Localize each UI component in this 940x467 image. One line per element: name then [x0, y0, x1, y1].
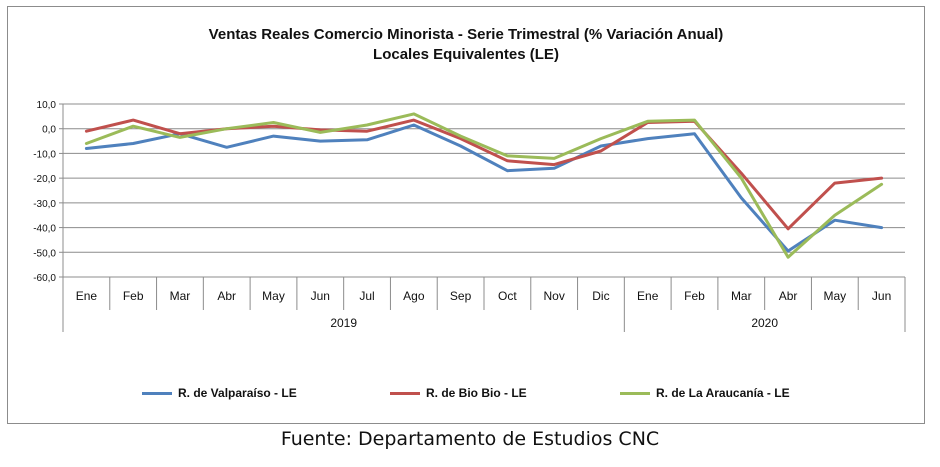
x-tick-label: Abr	[779, 289, 798, 303]
legend-label: R. de La Araucanía - LE	[656, 386, 790, 400]
year-label: 2019	[330, 316, 357, 330]
y-tick-label: -10,0	[33, 149, 56, 160]
x-tick-label: Sep	[450, 289, 472, 303]
x-tick-label: Jun	[311, 289, 330, 303]
y-tick-label: -50,0	[33, 248, 56, 259]
y-tick-label: 0,0	[42, 125, 56, 136]
x-tick-label: Ago	[403, 289, 425, 303]
legend-swatch	[142, 391, 172, 395]
x-tick-label: May	[823, 289, 846, 303]
legend-label: R. de Bio Bio - LE	[426, 386, 527, 400]
grid-layer	[63, 103, 905, 278]
chart-frame: Ventas Reales Comercio Minorista - Serie…	[7, 6, 925, 424]
chart-title-line1: Ventas Reales Comercio Minorista - Serie…	[208, 26, 724, 43]
x-tick-label: Dic	[592, 289, 609, 303]
chart-subtitle: Locales Equivalentes (LE)	[373, 46, 559, 63]
series-line-3	[84, 112, 884, 259]
year-label: 2020	[751, 316, 778, 330]
x-tick-label: Feb	[123, 289, 144, 303]
x-tick-label: Ene	[637, 289, 659, 303]
x-tick-label: Mar	[731, 289, 752, 303]
x-tick-label: Jul	[359, 289, 374, 303]
x-tick-label: Mar	[170, 289, 191, 303]
legend-swatch	[390, 391, 420, 395]
x-axis: Ene Feb Mar Abr May Jun Jul Ago Sep Oct Nov Dic Ene F…	[76, 277, 906, 332]
legend-item: R. de La Araucanía - LE	[620, 386, 790, 400]
y-tick-label: -60,0	[33, 273, 56, 284]
source-note: Fuente: Departamento de Estudios CNC	[280, 428, 660, 450]
x-tick-label: Jun	[872, 289, 891, 303]
legend-label: R. de Valparaíso - LE	[178, 386, 297, 400]
legend: R. de Valparaíso - LE R. de Bio Bio - LE R…	[0, 386, 940, 406]
x-tick-label: Nov	[543, 289, 564, 303]
x-tick-label: Abr	[217, 289, 236, 303]
x-tick-label: Oct	[498, 289, 517, 303]
y-axis: 10,0 0,0 -10,0 -20,0 -30,0 -40,0 -50,0 -60,0	[33, 100, 64, 332]
y-tick-label: -40,0	[33, 224, 56, 235]
series-layer	[84, 112, 884, 259]
legend-item: R. de Bio Bio - LE	[390, 386, 527, 400]
x-tick-label: May	[262, 289, 285, 303]
x-tick-label: Ene	[76, 289, 98, 303]
y-tick-label: -20,0	[33, 174, 56, 185]
y-tick-label: -30,0	[33, 199, 56, 210]
series-line-1	[84, 123, 884, 253]
legend-swatch	[620, 391, 650, 395]
legend-item: R. de Valparaíso - LE	[142, 386, 297, 400]
y-tick-label: 10,0	[37, 100, 57, 111]
x-tick-label: Feb	[684, 289, 705, 303]
chart-title: Ventas Reales Comercio Minorista - Serie…	[8, 25, 924, 65]
